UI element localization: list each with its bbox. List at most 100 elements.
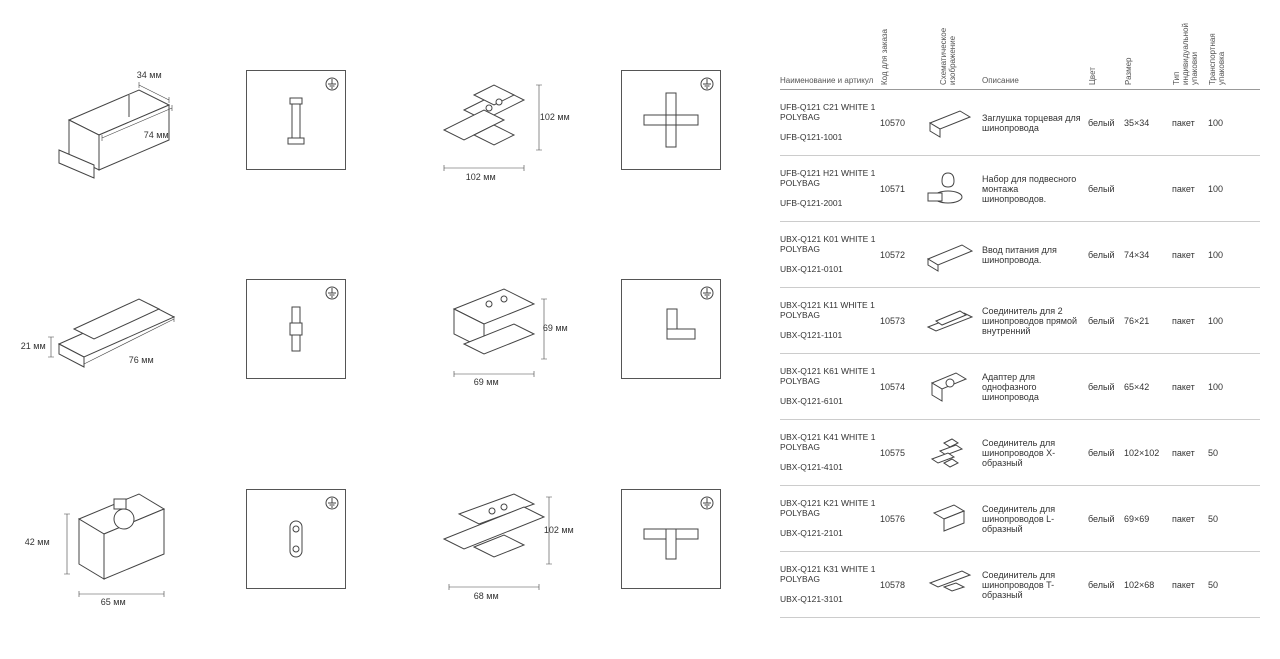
cell-desc: Набор для подвесного монтажа шинопроводо… bbox=[978, 174, 1088, 204]
th-qty: Транспортная упаковка bbox=[1208, 25, 1232, 85]
product-sku: UBX-Q121-3101 bbox=[780, 594, 876, 604]
product-sku: UBX-Q121-1101 bbox=[780, 330, 876, 340]
mini-icon bbox=[922, 365, 974, 409]
cell-desc: Соединитель для шинопроводов X-образный bbox=[978, 438, 1088, 468]
mini-icon bbox=[922, 233, 974, 277]
cell-qty: 100 bbox=[1208, 382, 1232, 392]
cell-desc: Ввод питания для шинопровода. bbox=[978, 245, 1088, 265]
straight-connector-icon bbox=[29, 249, 189, 409]
product-sku: UFB-Q121-1001 bbox=[780, 132, 876, 142]
cell-pack: пакет bbox=[1172, 580, 1208, 590]
ground-icon bbox=[700, 286, 714, 300]
cell-desc: Адаптер для однофазного шинопровода bbox=[978, 372, 1088, 402]
cell-qty: 50 bbox=[1208, 448, 1232, 458]
cell-schematic bbox=[918, 167, 978, 211]
product-sku: UFB-Q121-2001 bbox=[780, 198, 876, 208]
table-row: UBX-Q121 K11 WHITE 1 POLYBAG UBX-Q121-11… bbox=[780, 288, 1260, 354]
dim-label: 65 мм bbox=[101, 597, 126, 607]
cell-size: 65×42 bbox=[1124, 382, 1172, 392]
table-row: UBX-Q121 K61 WHITE 1 POLYBAG UBX-Q121-61… bbox=[780, 354, 1260, 420]
th-desc: Описание bbox=[978, 76, 1088, 85]
cell-schematic bbox=[918, 563, 978, 607]
cell-code: 10573 bbox=[880, 316, 918, 326]
schematic-x-connector bbox=[583, 20, 761, 220]
schematic-icon bbox=[276, 509, 316, 569]
cell-schematic bbox=[918, 365, 978, 409]
product-name: UBX-Q121 K61 WHITE 1 POLYBAG bbox=[780, 367, 876, 387]
cell-code: 10571 bbox=[880, 184, 918, 194]
cell-color: белый bbox=[1088, 250, 1124, 260]
table-row: UFB-Q121 H21 WHITE 1 POLYBAG UFB-Q121-20… bbox=[780, 156, 1260, 222]
table-header: Наименование и артикул Код для заказа Сх… bbox=[780, 20, 1260, 90]
schematic-icon bbox=[266, 90, 326, 150]
product-sku: UBX-Q121-2101 bbox=[780, 528, 876, 538]
cell-pack: пакет bbox=[1172, 382, 1208, 392]
cell-color: белый bbox=[1088, 448, 1124, 458]
cell-qty: 100 bbox=[1208, 316, 1232, 326]
diagram-t-connector: 68 мм 102 мм bbox=[395, 439, 573, 639]
ground-icon bbox=[325, 496, 339, 510]
cell-schematic bbox=[918, 101, 978, 145]
diagram-power-feed: 34 мм 74 мм bbox=[20, 20, 198, 220]
mini-icon bbox=[922, 563, 974, 607]
schematic-icon bbox=[636, 85, 706, 155]
table-row: UBX-Q121 K01 WHITE 1 POLYBAG UBX-Q121-01… bbox=[780, 222, 1260, 288]
dim-label: 68 мм bbox=[474, 591, 499, 601]
product-name: UBX-Q121 K01 WHITE 1 POLYBAG bbox=[780, 235, 876, 255]
cell-qty: 50 bbox=[1208, 580, 1232, 590]
cell-pack: пакет bbox=[1172, 118, 1208, 128]
product-name: UFB-Q121 H21 WHITE 1 POLYBAG bbox=[780, 169, 876, 189]
cell-size: 35×34 bbox=[1124, 118, 1172, 128]
diagram-grid: 34 мм 74 мм bbox=[20, 20, 760, 639]
cell-qty: 50 bbox=[1208, 514, 1232, 524]
diagram-x-connector: 102 мм 102 мм bbox=[395, 20, 573, 220]
cell-desc: Соединитель для шинопроводов L-образный bbox=[978, 504, 1088, 534]
mini-icon bbox=[922, 167, 974, 211]
product-sku: UBX-Q121-4101 bbox=[780, 462, 876, 472]
cell-size: 74×34 bbox=[1124, 250, 1172, 260]
table-row: UBX-Q121 K31 WHITE 1 POLYBAG UBX-Q121-31… bbox=[780, 552, 1260, 618]
spec-table: Наименование и артикул Код для заказа Сх… bbox=[760, 20, 1260, 639]
cell-name: UBX-Q121 K21 WHITE 1 POLYBAG UBX-Q121-21… bbox=[780, 499, 880, 539]
cell-color: белый bbox=[1088, 580, 1124, 590]
ground-icon bbox=[700, 496, 714, 510]
dim-label: 69 мм bbox=[543, 323, 568, 333]
cell-qty: 100 bbox=[1208, 184, 1232, 194]
cell-code: 10570 bbox=[880, 118, 918, 128]
table-row: UBX-Q121 K21 WHITE 1 POLYBAG UBX-Q121-21… bbox=[780, 486, 1260, 552]
th-code: Код для заказа bbox=[880, 25, 918, 85]
schematic-l-connector bbox=[583, 230, 761, 430]
cell-color: белый bbox=[1088, 118, 1124, 128]
cell-color: белый bbox=[1088, 184, 1124, 194]
cell-desc: Соединитель для 2 шинопроводов прямой вн… bbox=[978, 306, 1088, 336]
cell-size: 76×21 bbox=[1124, 316, 1172, 326]
schematic-adapter bbox=[208, 439, 386, 639]
cell-name: UFB-Q121 H21 WHITE 1 POLYBAG UFB-Q121-20… bbox=[780, 169, 880, 209]
cell-pack: пакет bbox=[1172, 514, 1208, 524]
th-pack: Тип индивидуальной упаковки bbox=[1172, 25, 1208, 85]
cell-pack: пакет bbox=[1172, 448, 1208, 458]
power-feed-icon bbox=[29, 40, 189, 200]
mini-icon bbox=[922, 101, 974, 145]
diagram-straight-connector: 76 мм 21 мм bbox=[20, 230, 198, 430]
mini-icon bbox=[922, 299, 974, 343]
product-name: UFB-Q121 C21 WHITE 1 POLYBAG bbox=[780, 103, 876, 123]
cell-color: белый bbox=[1088, 382, 1124, 392]
dim-label: 76 мм bbox=[129, 355, 154, 365]
schematic-straight bbox=[208, 230, 386, 430]
cell-size: 69×69 bbox=[1124, 514, 1172, 524]
diagram-adapter: 65 мм 42 мм bbox=[20, 439, 198, 639]
dim-label: 34 мм bbox=[137, 70, 162, 80]
cell-name: UBX-Q121 K41 WHITE 1 POLYBAG UBX-Q121-41… bbox=[780, 433, 880, 473]
schematic-icon bbox=[641, 299, 701, 359]
cell-schematic bbox=[918, 233, 978, 277]
cell-desc: Заглушка торцевая для шинопровода bbox=[978, 113, 1088, 133]
cell-name: UBX-Q121 K31 WHITE 1 POLYBAG UBX-Q121-31… bbox=[780, 565, 880, 605]
cell-qty: 100 bbox=[1208, 250, 1232, 260]
dim-label: 102 мм bbox=[540, 112, 570, 122]
cell-pack: пакет bbox=[1172, 316, 1208, 326]
cell-pack: пакет bbox=[1172, 250, 1208, 260]
cell-desc: Соединитель для шинопроводов T-образный bbox=[978, 570, 1088, 600]
cell-name: UFB-Q121 C21 WHITE 1 POLYBAG UFB-Q121-10… bbox=[780, 103, 880, 143]
ground-icon bbox=[325, 286, 339, 300]
